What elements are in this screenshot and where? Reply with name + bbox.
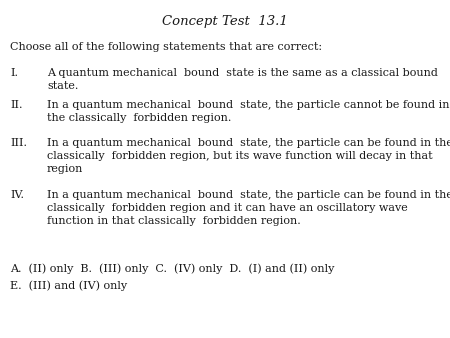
Text: Concept Test  13.1: Concept Test 13.1: [162, 15, 288, 28]
Text: IV.: IV.: [10, 190, 24, 200]
Text: In a quantum mechanical  bound  state, the particle can be found in the
classica: In a quantum mechanical bound state, the…: [47, 138, 450, 174]
Text: In a quantum mechanical  bound  state, the particle can be found in the
classica: In a quantum mechanical bound state, the…: [47, 190, 450, 225]
Text: Choose all of the following statements that are correct:: Choose all of the following statements t…: [10, 42, 322, 52]
Text: A.  (II) only  B.  (III) only  C.  (IV) only  D.  (I) and (II) only: A. (II) only B. (III) only C. (IV) only …: [10, 263, 334, 273]
Text: III.: III.: [10, 138, 27, 148]
Text: I.: I.: [10, 68, 18, 78]
Text: In a quantum mechanical  bound  state, the particle cannot be found in
the class: In a quantum mechanical bound state, the…: [47, 100, 450, 123]
Text: A quantum mechanical  bound  state is the same as a classical bound
state.: A quantum mechanical bound state is the …: [47, 68, 438, 91]
Text: II.: II.: [10, 100, 22, 110]
Text: E.  (III) and (IV) only: E. (III) and (IV) only: [10, 280, 127, 291]
